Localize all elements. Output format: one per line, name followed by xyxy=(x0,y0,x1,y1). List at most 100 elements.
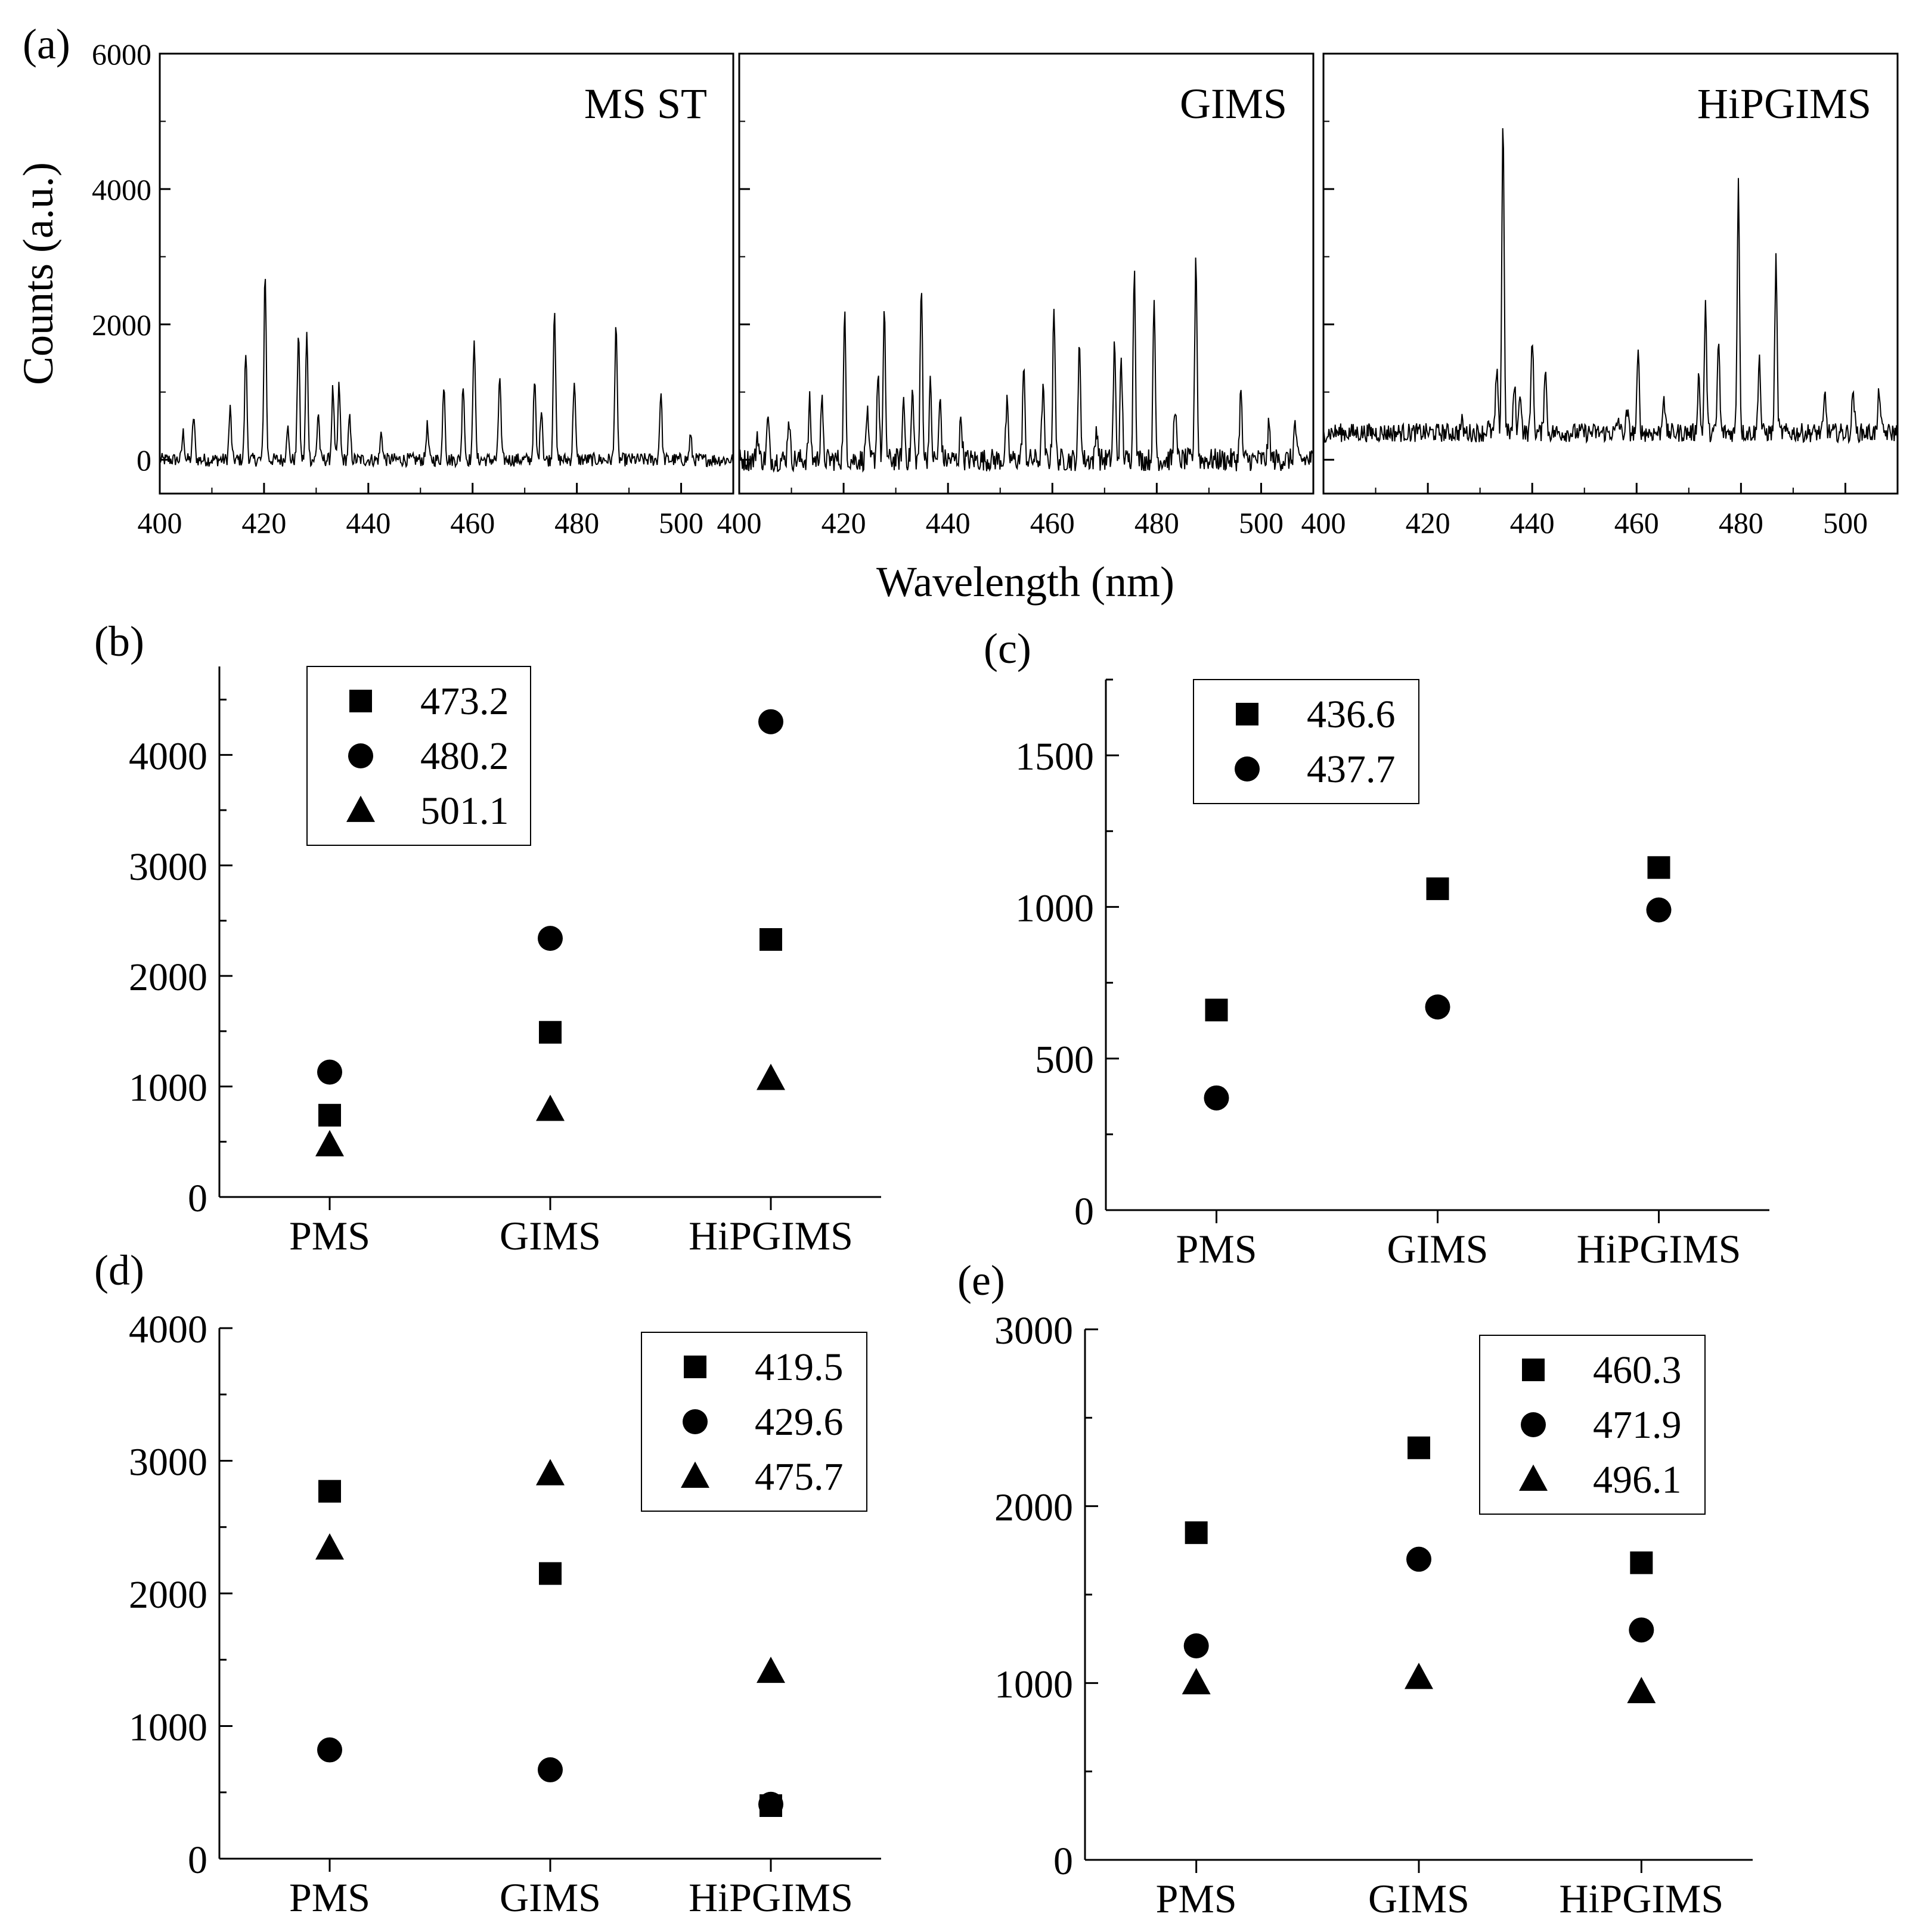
spectrum-subpanel-2: 400 420 440 460 480 500 GIMS xyxy=(717,52,1315,539)
x-tick-label: HiPGIMS xyxy=(689,1875,853,1920)
x-tick-label: 420 xyxy=(241,506,286,539)
legend-marker xyxy=(346,795,375,822)
y-tick-label: 3000 xyxy=(129,1441,207,1484)
legend-marker xyxy=(1521,1412,1546,1437)
data-point-471.9 xyxy=(1629,1617,1654,1643)
data-point-496.1 xyxy=(1405,1663,1433,1689)
legend-box xyxy=(306,666,531,846)
legend: 419.5 429.6 475.7 xyxy=(641,1332,867,1512)
data-point-419.5 xyxy=(539,1562,562,1585)
legend: 460.3 471.9 496.1 xyxy=(1479,1335,1706,1515)
y-tick-label: 2000 xyxy=(92,308,151,342)
x-tick-label: 480 xyxy=(554,506,599,539)
legend-entry: 460.3 xyxy=(1593,1348,1682,1392)
x-tick-label: 500 xyxy=(659,506,703,539)
legend: 473.2 480.2 501.1 xyxy=(306,666,531,846)
plot-frame xyxy=(1322,52,1899,495)
legend-entry: 501.1 xyxy=(420,789,509,833)
panel-e-scatter: (e) 0 1000 2000 3000 PMS GIMS HiPGIMS 460.3 471.9… xyxy=(957,1257,1753,1921)
subpanel-title: GIMS xyxy=(1180,80,1287,128)
x-tick-label: 400 xyxy=(717,506,762,539)
y-tick-label: 1000 xyxy=(994,1663,1073,1706)
legend-entry: 429.6 xyxy=(755,1400,844,1444)
y-axis-label: Counts (a.u.) xyxy=(14,162,62,385)
data-point-501.1 xyxy=(315,1130,344,1156)
y-tick-label: 4000 xyxy=(129,734,207,778)
x-tick-label: 420 xyxy=(822,506,866,539)
panel-c-scatter: (c) 0 500 1000 1500 PMS GIMS HiPGIMS 436.6 437.7 xyxy=(984,625,1769,1272)
y-tick-label: 4000 xyxy=(92,173,151,206)
y-tick-label: 4000 xyxy=(129,1308,207,1351)
data-point-480.2 xyxy=(538,926,563,951)
data-point-437.7 xyxy=(1646,897,1672,923)
legend-marker xyxy=(348,743,373,768)
y-tick-label: 1000 xyxy=(1015,886,1094,930)
legend-box xyxy=(641,1332,867,1512)
y-tick-label: 1000 xyxy=(129,1706,207,1750)
legend-marker xyxy=(683,1409,708,1434)
y-tick-label: 0 xyxy=(188,1838,207,1882)
legend-entry: 496.1 xyxy=(1593,1458,1682,1502)
data-point-473.2 xyxy=(760,928,782,951)
y-tick-label: 2000 xyxy=(994,1486,1073,1530)
panel-label: (b) xyxy=(94,618,144,665)
y-tick-label: 500 xyxy=(1035,1038,1094,1082)
x-tick-label: PMS xyxy=(289,1875,370,1920)
data-point-496.1 xyxy=(1182,1668,1211,1695)
y-tick-label: 0 xyxy=(188,1177,207,1220)
y-tick-label: 0 xyxy=(137,444,151,477)
legend-marker xyxy=(684,1356,706,1378)
legend-entry: 480.2 xyxy=(420,734,509,778)
y-tick-label: 1500 xyxy=(1015,735,1094,779)
plot-frame xyxy=(738,52,1315,495)
data-point-429.6 xyxy=(538,1757,563,1782)
x-tick-label: 460 xyxy=(450,506,495,539)
data-point-429.6 xyxy=(317,1737,342,1763)
spectrum-subpanel-1: 0 2000 4000 6000 400 420 440 460 480 500 MS ST xyxy=(92,38,734,539)
x-tick-label: GIMS xyxy=(500,1875,601,1920)
y-tick-label: 2000 xyxy=(129,1573,207,1617)
data-point-460.3 xyxy=(1630,1551,1653,1574)
x-tick-label: 420 xyxy=(1406,506,1450,539)
y-tick-label: 3000 xyxy=(994,1309,1073,1353)
data-point-419.5 xyxy=(318,1480,341,1503)
x-tick-label: PMS xyxy=(1176,1226,1257,1272)
data-point-460.3 xyxy=(1408,1436,1430,1459)
data-point-473.2 xyxy=(539,1021,562,1044)
data-point-475.7 xyxy=(757,1657,785,1683)
spectrum-line xyxy=(739,258,1313,473)
x-tick-label: 500 xyxy=(1823,506,1868,539)
legend-entry: 475.7 xyxy=(755,1455,844,1499)
x-tick-label: HiPGIMS xyxy=(689,1213,853,1258)
legend-marker xyxy=(1519,1464,1548,1491)
x-tick-label: GIMS xyxy=(500,1213,601,1258)
data-point-460.3 xyxy=(1185,1521,1208,1545)
x-tick-label: 440 xyxy=(1510,506,1555,539)
x-tick-label: HiPGIMS xyxy=(1559,1876,1723,1921)
x-tick-label: PMS xyxy=(289,1213,370,1258)
legend-box xyxy=(1479,1335,1706,1515)
x-tick-label: 480 xyxy=(1134,506,1179,539)
y-tick-label: 1000 xyxy=(129,1066,207,1110)
panel-label: (d) xyxy=(94,1246,144,1294)
y-tick-label: 2000 xyxy=(129,956,207,999)
legend-box xyxy=(1193,679,1419,804)
legend-marker xyxy=(681,1461,709,1488)
panel-label: (c) xyxy=(984,625,1031,672)
x-tick-label: PMS xyxy=(1156,1876,1237,1921)
y-tick-label: 6000 xyxy=(92,38,151,71)
legend-entry: 437.7 xyxy=(1307,748,1396,791)
data-point-437.7 xyxy=(1204,1085,1229,1111)
subpanel-title: MS ST xyxy=(584,80,707,128)
subpanel-title: HiPGIMS xyxy=(1697,80,1871,128)
panel-label: (e) xyxy=(957,1257,1005,1304)
x-tick-label: 440 xyxy=(926,506,971,539)
x-tick-label: 460 xyxy=(1614,506,1659,539)
x-tick-label: HiPGIMS xyxy=(1577,1226,1741,1272)
data-point-475.7 xyxy=(536,1459,565,1486)
legend-entry: 436.6 xyxy=(1307,693,1396,736)
data-point-436.6 xyxy=(1205,998,1228,1022)
